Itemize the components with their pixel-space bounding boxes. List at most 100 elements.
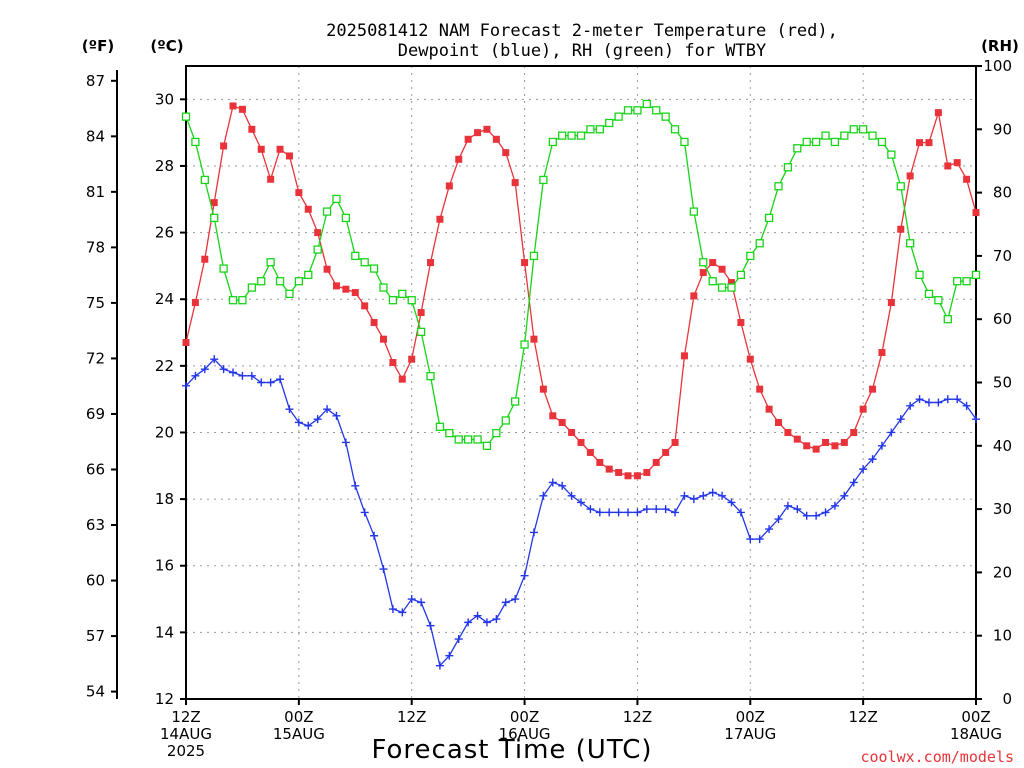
dewpoint-point: [652, 505, 661, 514]
rh-point: [247, 283, 256, 292]
dewpoint-point: [182, 381, 190, 390]
temperature-point: [304, 205, 312, 213]
temperature-point: [737, 319, 745, 327]
rh-point: [652, 106, 661, 115]
dewpoint-point: [379, 565, 388, 574]
rh-point: [727, 283, 736, 292]
source-credit: coolwx.com/models: [860, 748, 1014, 766]
rh-point: [811, 137, 821, 147]
dewpoint-point: [633, 508, 642, 517]
temperature-point: [812, 445, 820, 453]
temperature-point: [370, 319, 378, 327]
dewpoint-point: [276, 375, 285, 384]
dewpoint-point: [294, 418, 303, 427]
rh-point: [924, 289, 934, 299]
temperature-point: [436, 215, 444, 223]
dewpoint-point: [482, 618, 491, 627]
celsius-tick-label: 30: [155, 90, 174, 108]
temperature-point: [248, 125, 256, 133]
temperature-point: [511, 179, 519, 187]
x-tick-label: 00Z: [736, 708, 765, 726]
rh-point: [407, 296, 416, 305]
temperature-point: [953, 159, 961, 167]
temperature-point: [201, 255, 209, 263]
dewpoint-point: [642, 505, 651, 514]
x-tick-label: 12Z: [848, 708, 877, 726]
temperature-point: [784, 428, 792, 436]
temperature-point: [323, 265, 331, 273]
dewpoint-line: [185, 358, 977, 668]
x-tick-label: 15AUG: [273, 725, 325, 743]
rh-point: [887, 150, 896, 159]
dewpoint-point: [943, 395, 952, 404]
dewpoint-point: [266, 378, 275, 387]
rh-point: [191, 137, 200, 147]
rh-point: [511, 397, 520, 406]
rh-point: [501, 416, 510, 425]
rh-point: [228, 296, 238, 305]
dewpoint-point: [407, 595, 416, 604]
dewpoint-point: [849, 478, 858, 487]
temperature-point: [332, 282, 340, 290]
x-tick-label: 17AUG: [724, 725, 776, 743]
dewpoint-point: [200, 365, 209, 374]
temperature-point: [746, 355, 754, 363]
rh-point: [642, 99, 651, 109]
rh-point: [294, 277, 304, 286]
dewpoint-point: [511, 595, 520, 604]
dewpoint-point: [624, 508, 633, 517]
fahrenheit-tick-label: 78: [86, 238, 105, 256]
dewpoint-point: [671, 508, 680, 517]
temperature-point: [455, 155, 463, 163]
rh-point: [746, 251, 755, 261]
dewpoint-point: [708, 488, 717, 497]
temperature-point: [267, 175, 275, 183]
dewpoint-point: [774, 515, 783, 524]
rh-point: [971, 270, 981, 280]
dewpoint-point: [924, 398, 933, 407]
celsius-tick-label: 20: [155, 423, 174, 441]
rh-point: [435, 422, 445, 431]
dewpoint-point: [520, 571, 529, 580]
rh-point: [369, 264, 379, 273]
rh-point: [755, 239, 764, 248]
rh-point: [840, 131, 849, 140]
fahrenheit-tick-label: 60: [86, 572, 105, 590]
rh-point: [670, 125, 680, 134]
x-tick-label: 00Z: [510, 708, 539, 726]
rh-point: [445, 428, 454, 438]
dewpoint-point: [313, 415, 322, 424]
rh-point: [219, 264, 228, 273]
temperature-point: [944, 162, 952, 170]
axes: 54 57 60 63 66 69 72 75 78 81 84 87 12 14 16 18 20 22 24 26…: [86, 57, 1012, 760]
temperature-point: [699, 269, 707, 277]
rh-point: [257, 277, 266, 286]
rh-point: [943, 315, 952, 324]
dewpoint-point: [191, 371, 200, 380]
dewpoint-point: [229, 368, 238, 377]
celsius-tick-label: 26: [155, 224, 174, 242]
temperature-point: [709, 259, 717, 267]
dewpoint-point: [558, 481, 567, 490]
dewpoint-point: [755, 535, 764, 544]
dewpoint-point: [896, 415, 905, 424]
dewpoint-point: [539, 491, 548, 500]
fahrenheit-tick-label: 87: [86, 72, 105, 90]
temperature-point: [285, 152, 293, 160]
dewpoint-point: [586, 505, 595, 514]
rh-point: [388, 296, 398, 305]
dewpoint-point: [887, 428, 896, 437]
temperature-point: [916, 139, 924, 147]
dewpoint-point: [341, 438, 350, 447]
dewpoint-point: [529, 528, 538, 537]
temperature-point: [727, 279, 735, 287]
rh-point: [934, 296, 943, 305]
rh-point: [595, 125, 604, 134]
dewpoint-point: [398, 608, 407, 617]
dewpoint-point: [501, 598, 510, 607]
x-tick-label: 14AUG: [160, 725, 212, 743]
temperature-point: [380, 335, 387, 343]
rh-point: [539, 175, 548, 185]
temperature-point: [577, 438, 585, 446]
rh-point: [454, 435, 463, 444]
